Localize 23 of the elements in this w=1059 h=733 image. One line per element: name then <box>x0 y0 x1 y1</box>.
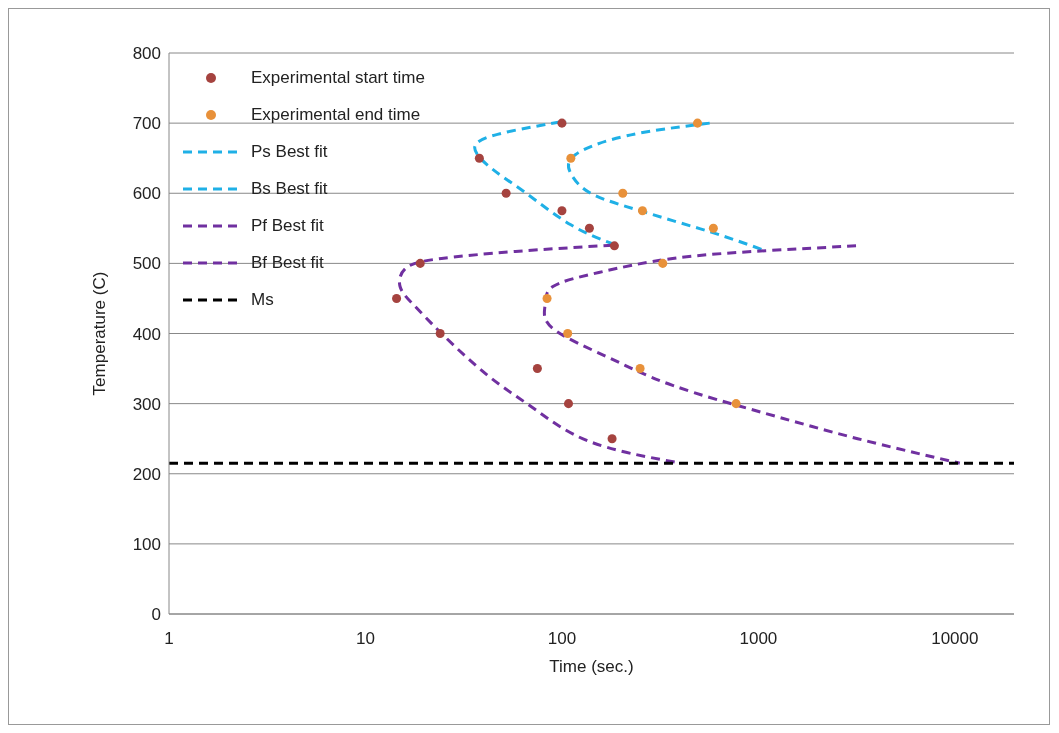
x-tick-label: 1000 <box>739 629 778 649</box>
legend-label: Experimental start time <box>251 67 425 88</box>
y-tick-label: 700 <box>132 114 161 134</box>
x-tick-label: 1 <box>164 629 174 649</box>
x-tick-label: 10 <box>356 629 375 649</box>
y-tick-label: 300 <box>132 394 161 414</box>
y-tick-label: 800 <box>132 44 161 64</box>
x-tick-label: 10000 <box>931 629 979 649</box>
y-tick-label: 200 <box>132 464 161 484</box>
legend-label: Bf Best fit <box>251 252 324 273</box>
x-tick-label: 100 <box>547 629 577 649</box>
legend-label: Pf Best fit <box>251 215 324 236</box>
x-axis-title: Time (sec.) <box>549 657 634 676</box>
y-axis-title: Temperature (C) <box>90 271 110 396</box>
y-tick-label: 100 <box>132 534 161 554</box>
legend-label: Experimental end time <box>251 104 421 125</box>
y-tick-label: 0 <box>151 605 161 625</box>
y-tick-label: 500 <box>132 254 161 274</box>
legend-label: Bs Best fit <box>251 178 328 199</box>
legend-label: Ms <box>251 289 274 310</box>
legend-label: Ps Best fit <box>251 141 328 162</box>
y-tick-label: 600 <box>132 184 161 204</box>
y-tick-label: 400 <box>132 324 161 344</box>
